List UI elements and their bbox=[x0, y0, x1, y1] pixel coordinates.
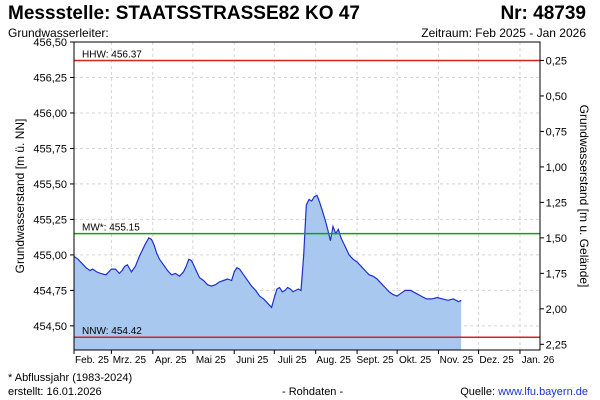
axis-ticks: 456,50 456,25 456,00 455,75 455,50 455,25 455,… bbox=[33, 37, 567, 366]
series-area bbox=[74, 195, 462, 350]
reference-label: MW*: 455.15 bbox=[82, 223, 140, 234]
y-tick-label-left: 454,75 bbox=[33, 285, 67, 297]
source-link[interactable]: www.lfu.bayern.de bbox=[498, 386, 588, 398]
y-tick-label-right: 0,50 bbox=[546, 91, 567, 103]
station-title: Messstelle: STAATSSTRASSE82 KO 47 bbox=[8, 3, 360, 24]
y-tick-label-left: 455,50 bbox=[33, 179, 67, 191]
y-tick-label-right: 1,00 bbox=[546, 162, 567, 174]
y-tick-label-right: 0,75 bbox=[546, 126, 567, 138]
period-label: Zeitraum: Feb 2025 - Jan 2026 bbox=[421, 26, 586, 40]
source: Quelle: www.lfu.bayern.de bbox=[460, 386, 588, 398]
y-tick-label-left: 455,75 bbox=[33, 143, 67, 155]
raw-data-label: - Rohdaten - bbox=[282, 386, 344, 398]
x-tick-label: Sept. 25 bbox=[356, 355, 394, 366]
x-tick-label: Dez. 25 bbox=[479, 355, 514, 366]
y-tick-label-left: 455,00 bbox=[33, 250, 67, 262]
x-tick-label: Okt. 25 bbox=[399, 355, 432, 366]
y-tick-label-right: 1,25 bbox=[546, 197, 567, 209]
plot-frame bbox=[73, 41, 541, 351]
aquifer-label: Grundwasserleiter: bbox=[8, 26, 109, 40]
x-tick-label: Aug. 25 bbox=[316, 355, 351, 366]
y-axis-label-right: Grundwasserstand [m u. Gelände] bbox=[577, 105, 591, 288]
y-tick-label-right: 1,75 bbox=[546, 268, 567, 280]
created-date: erstellt: 16.01.2026 bbox=[8, 386, 102, 398]
series-line bbox=[73, 194, 462, 309]
y-tick-label-left: 456,50 bbox=[33, 37, 67, 49]
y-tick-label-right: 2,00 bbox=[546, 304, 567, 316]
y-tick-label-left: 456,00 bbox=[33, 108, 67, 120]
y-tick-label-right: 2,25 bbox=[546, 339, 567, 351]
x-tick-label: Juli 25 bbox=[278, 355, 307, 366]
station-number: Nr: 48739 bbox=[500, 3, 586, 24]
x-tick-label: Mai 25 bbox=[196, 355, 226, 366]
reference-label: NNW: 454.42 bbox=[82, 326, 142, 337]
x-tick-label: Jan. 26 bbox=[522, 355, 555, 366]
reference-label: HHW: 456.37 bbox=[82, 49, 142, 60]
y-tick-label-left: 455,25 bbox=[33, 214, 67, 226]
x-tick-label: Feb. 25 bbox=[75, 355, 109, 366]
footnote: * Abflussjahr (1983-2024) bbox=[8, 372, 133, 384]
x-tick-label: Nov. 25 bbox=[440, 355, 474, 366]
reference-lines: HHW: 456.37 MW*: 455.15 NNW: 454.42 bbox=[74, 49, 540, 338]
y-tick-label-left: 454,50 bbox=[33, 321, 67, 333]
y-tick-label-right: 1,50 bbox=[546, 233, 567, 245]
y-tick-label-left: 456,25 bbox=[33, 72, 67, 84]
x-tick-label: Juni 25 bbox=[236, 355, 269, 366]
source-prefix: Quelle: bbox=[460, 386, 499, 398]
x-tick-label: Apr. 25 bbox=[155, 355, 187, 366]
x-tick-label: Mrz. 25 bbox=[113, 355, 147, 366]
y-axis-label-left: Grundwasserstand [m ü. NN] bbox=[13, 119, 27, 274]
y-tick-label-right: 0,25 bbox=[546, 55, 567, 67]
